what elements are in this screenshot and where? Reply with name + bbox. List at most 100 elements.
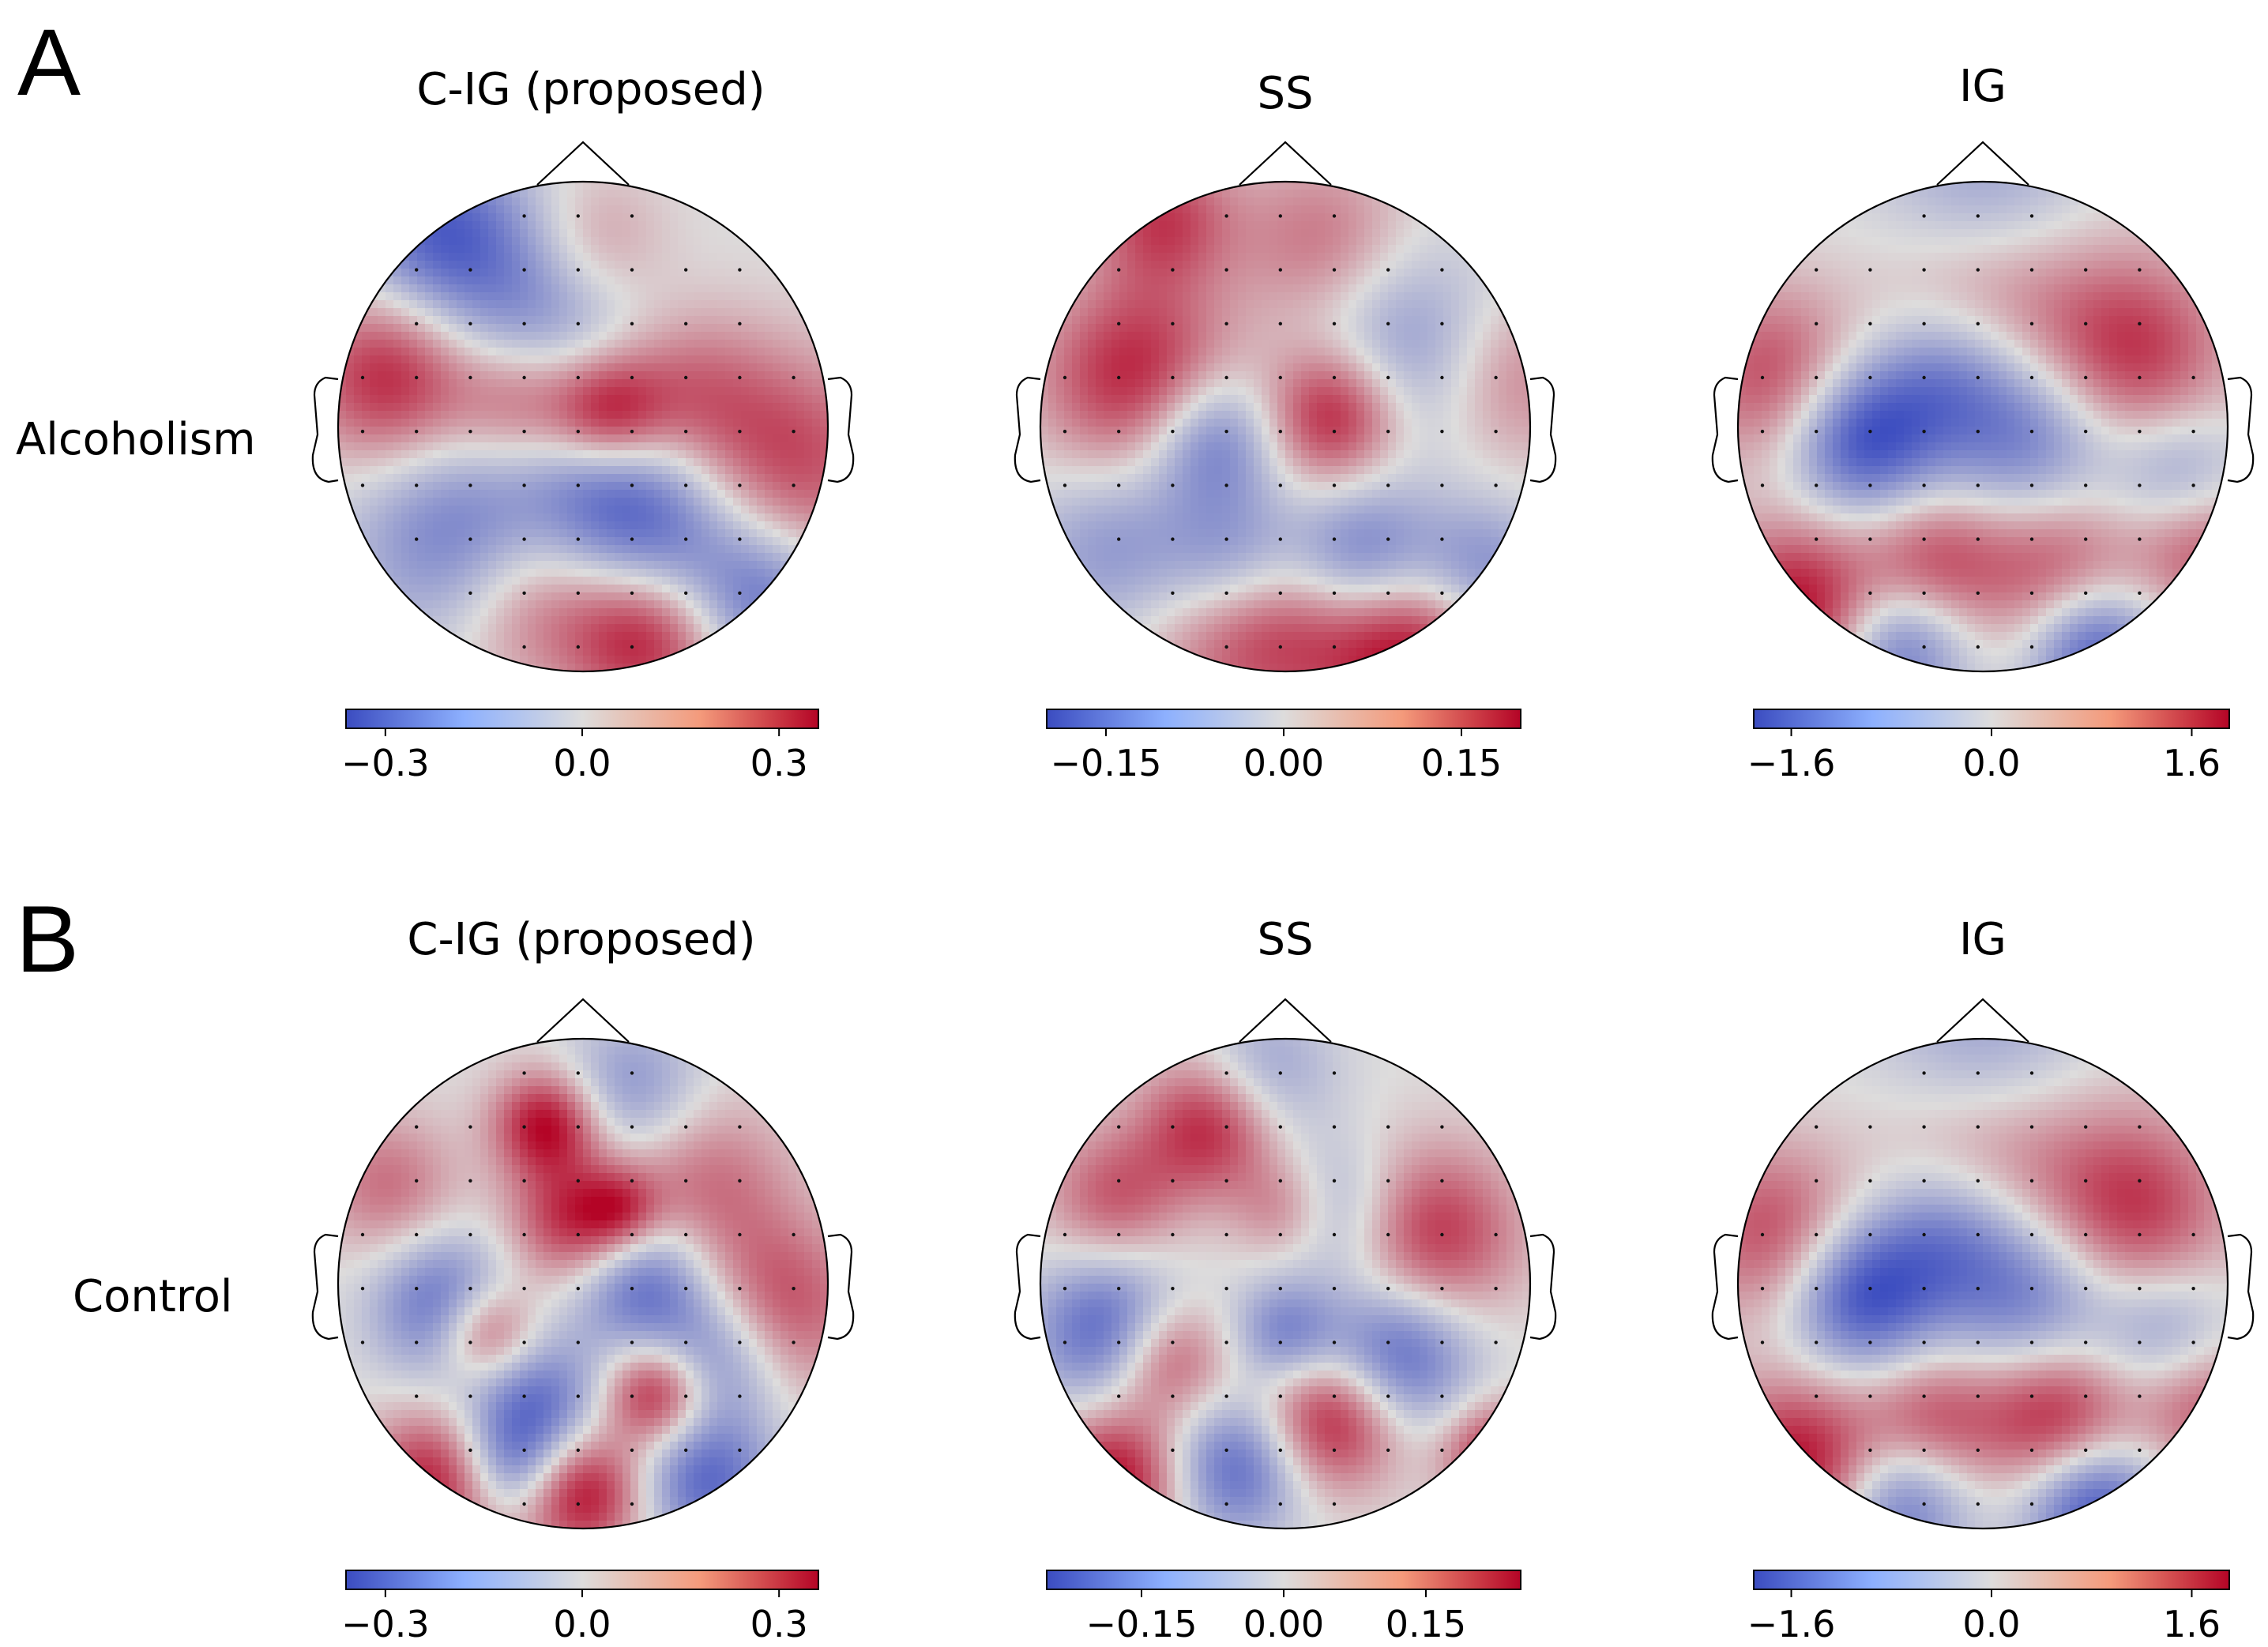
heatmap-cell — [433, 332, 442, 340]
heatmap-cell — [559, 506, 568, 514]
heatmap-cell — [1285, 403, 1294, 412]
heatmap-cell — [1088, 490, 1096, 498]
heatmap-cell — [670, 308, 679, 317]
heatmap-cell — [686, 608, 694, 617]
heatmap-cell — [1293, 355, 1302, 364]
heatmap-cell — [646, 340, 655, 348]
heatmap-cell — [472, 474, 481, 483]
heatmap-cell — [1222, 648, 1231, 656]
heatmap-cell — [1293, 284, 1302, 293]
heatmap-cell — [472, 213, 481, 222]
heatmap-cell — [433, 387, 442, 396]
heatmap-cell — [725, 284, 734, 293]
heatmap-cell — [1119, 253, 1128, 261]
heatmap-cell — [1254, 656, 1262, 664]
heatmap-cell — [1277, 197, 1286, 206]
heatmap-cell — [567, 182, 576, 190]
heatmap-cell — [1151, 569, 1160, 577]
heatmap-cell — [709, 245, 718, 254]
heatmap-cell — [1277, 387, 1286, 396]
heatmap-cell — [1167, 379, 1175, 388]
heatmap-cell — [1198, 529, 1207, 538]
heatmap-cell — [1135, 458, 1144, 467]
heatmap-cell — [520, 371, 528, 380]
heatmap-cell — [1206, 490, 1215, 498]
heatmap-cell — [615, 561, 623, 570]
heatmap-cell — [717, 284, 726, 293]
heatmap-cell — [1135, 269, 1144, 277]
heatmap-cell — [1293, 624, 1302, 633]
heatmap-cell — [1262, 324, 1270, 333]
heatmap-cell — [362, 340, 370, 348]
heatmap-cell — [559, 355, 568, 364]
heatmap-cell — [457, 316, 465, 325]
heatmap-cell — [393, 379, 402, 388]
heatmap-cell — [709, 292, 718, 301]
heatmap-cell — [733, 348, 742, 356]
heatmap-cell — [615, 395, 623, 404]
heatmap-cell — [1104, 474, 1112, 483]
heatmap-cell — [417, 569, 426, 577]
heatmap-cell — [1143, 363, 1152, 372]
heatmap-cell — [694, 427, 702, 435]
heatmap-cell — [1301, 229, 1310, 238]
heatmap-cell — [1198, 197, 1207, 206]
heatmap-cell — [457, 458, 465, 467]
heatmap-cell — [536, 592, 544, 601]
heatmap-cell — [543, 403, 552, 412]
heatmap-cell — [559, 411, 568, 419]
heatmap-cell — [520, 466, 528, 475]
heatmap-cell — [1254, 450, 1262, 459]
heatmap-cell — [528, 490, 536, 498]
heatmap-cell — [670, 403, 679, 412]
heatmap-cell — [583, 521, 592, 530]
heatmap-cell — [1285, 585, 1294, 593]
heatmap-cell — [1301, 569, 1310, 577]
heatmap-cell — [1301, 371, 1310, 380]
heatmap-cell — [599, 292, 607, 301]
heatmap-cell — [543, 466, 552, 475]
heatmap-cell — [670, 585, 679, 593]
heatmap-cell — [812, 379, 821, 388]
heatmap-cell — [504, 592, 513, 601]
heatmap-cell — [1080, 427, 1089, 435]
heatmap-cell — [559, 324, 568, 333]
heatmap-cell — [749, 340, 758, 348]
heatmap-cell — [1135, 592, 1144, 601]
heatmap-cell — [1230, 269, 1239, 277]
heatmap-cell — [1175, 592, 1183, 601]
heatmap-cell — [488, 490, 497, 498]
heatmap-cell — [1254, 340, 1262, 348]
heatmap-cell — [1301, 261, 1310, 269]
heatmap-cell — [480, 355, 489, 364]
heatmap-cell — [536, 332, 544, 340]
heatmap-cell — [701, 276, 710, 285]
heatmap-cell — [346, 355, 355, 364]
heatmap-cell — [670, 592, 679, 601]
heatmap-cell — [543, 371, 552, 380]
heatmap-cell — [607, 656, 615, 664]
heatmap-cell — [1190, 537, 1199, 546]
heatmap-cell — [1167, 458, 1175, 467]
heatmap-cell — [1269, 427, 1278, 435]
heatmap-cell — [1269, 608, 1278, 617]
heatmap-cell — [615, 261, 623, 269]
heatmap-cell — [654, 261, 663, 269]
heatmap-cell — [1104, 458, 1112, 467]
heatmap-cell — [465, 229, 473, 238]
heatmap-cell — [1230, 624, 1239, 633]
heatmap-cell — [1167, 450, 1175, 459]
heatmap-cell — [773, 355, 781, 364]
heatmap-cell — [496, 434, 505, 443]
electrode-marker — [468, 483, 472, 487]
heatmap-cell — [694, 387, 702, 396]
heatmap-cell — [1088, 545, 1096, 554]
heatmap-cell — [725, 261, 734, 269]
heatmap-cell — [567, 450, 576, 459]
heatmap-cell — [812, 403, 821, 412]
heatmap-cell — [1198, 624, 1207, 633]
heatmap-cell — [1254, 197, 1262, 206]
heatmap-cell — [536, 561, 544, 570]
heatmap-cell — [496, 340, 505, 348]
heatmap-cell — [338, 458, 347, 467]
